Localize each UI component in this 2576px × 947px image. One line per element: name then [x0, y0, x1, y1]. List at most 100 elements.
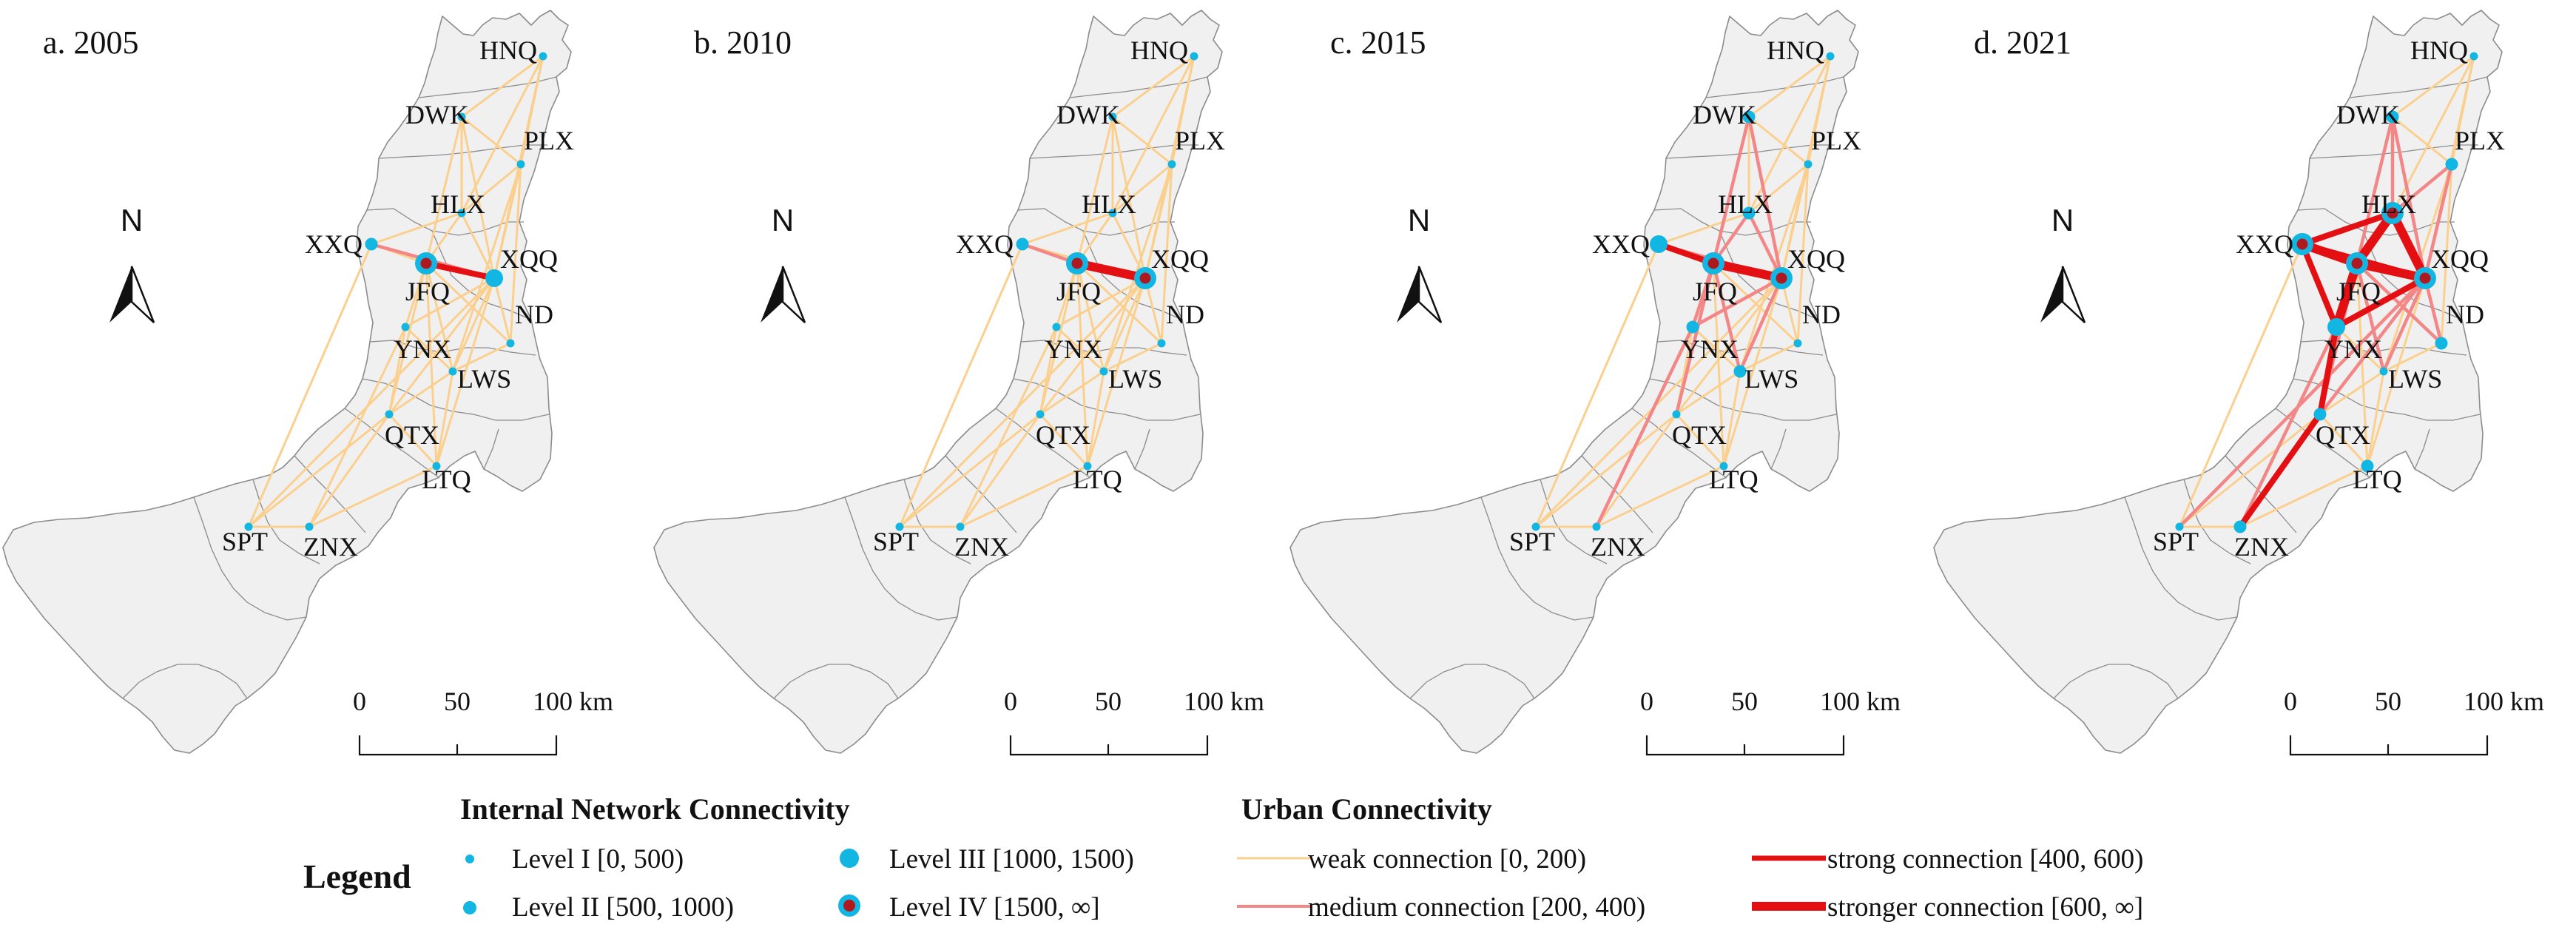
town-label-dwk: DWK — [405, 100, 469, 129]
connection-lws-nd — [451, 342, 512, 373]
connection-plx-lws — [451, 163, 522, 373]
connection-xxq-spt — [2178, 243, 2304, 528]
connection-xqq-ynx — [2333, 275, 2428, 330]
town-label-hlx: HLX — [2361, 189, 2416, 219]
town-label-lws: LWS — [457, 364, 511, 394]
town-label-xxq: XXQ — [305, 229, 363, 259]
town-label-hnq: HNQ — [479, 36, 537, 65]
panel-title: c. 2015 — [1330, 24, 1426, 61]
connection-jfq-ltq — [1712, 262, 1725, 468]
connection-lws-nd — [1739, 342, 1799, 373]
connection-dwk-jfq — [1076, 115, 1114, 265]
connection-xxq-ynx — [2299, 241, 2339, 330]
connection-ynx-znx — [308, 326, 407, 528]
scale-bar: 0 50 100 km — [1640, 687, 1901, 756]
connection-lws-qtx — [1039, 370, 1105, 416]
scale-label: 100 km — [1820, 687, 1901, 716]
county-border — [1409, 664, 1535, 699]
county-border — [1581, 455, 1653, 533]
connection-xqq-qtx — [388, 277, 496, 416]
node-znx — [305, 522, 314, 531]
legend-level-1-icon — [465, 855, 474, 863]
scale-label: 100 km — [1184, 687, 1264, 716]
town-label-spt: SPT — [1509, 527, 1555, 556]
connection-xqq-qtx — [1675, 277, 1783, 416]
map-panel-2: HNQ DWK PLX HLX XXQ JFQ XQQ ND YNX LWS QTX LTQ SPT ZN… — [651, 0, 1295, 784]
study-region — [2, 10, 572, 754]
map-panel-3: HNQ DWK PLX HLX XXQ JFQ XQQ ND YNX LWS QTX LTQ SPT ZN… — [1287, 0, 1931, 784]
connection-qtx-ltq — [1039, 413, 1089, 468]
town-label-nd: ND — [1802, 300, 1841, 329]
node-core-xqq — [1776, 272, 1787, 284]
town-label-plx: PLX — [1175, 126, 1225, 155]
node-core-hlx — [2387, 207, 2398, 219]
scale-label: 0 — [2284, 687, 2297, 716]
study-region — [1289, 10, 1859, 754]
town-label-ltq: LTQ — [2353, 465, 2402, 494]
connection-xqq-spt — [247, 277, 496, 528]
node-ltq — [2361, 459, 2374, 473]
town-label-xxq: XXQ — [1592, 229, 1650, 259]
connection-xxq-spt — [1534, 243, 1660, 528]
connection-dwk-xqq — [1747, 115, 1784, 280]
town-label-xqq: XQQ — [2431, 244, 2489, 274]
connection-dwk-plx — [460, 115, 522, 166]
county-border — [431, 230, 532, 320]
node-spt — [1531, 522, 1540, 531]
connection-lws-qtx — [388, 370, 454, 416]
node-core-jfq — [2351, 257, 2363, 269]
node-nd — [1793, 339, 1802, 348]
connection-qtx-znx — [1595, 413, 1678, 528]
node-spt — [244, 522, 253, 531]
connection-xqq-nd — [2423, 276, 2444, 346]
connection-jfq-ltq — [425, 262, 438, 468]
map-panel-1: HNQ DWK PLX HLX XXQ JFQ XQQ ND YNX LWS QTX LTQ SPT ZN… — [0, 0, 644, 784]
scale-label: 0 — [1004, 687, 1017, 716]
county-border — [2053, 664, 2179, 699]
scale-label: 100 km — [2464, 687, 2544, 716]
legend-strong-label: strong connection [400, 600) — [1827, 844, 2144, 874]
connection-jfq-lws — [425, 262, 454, 373]
north-label: N — [2051, 203, 2074, 237]
connection-jfq-xqq — [1709, 259, 1786, 283]
legend-stronger-line-icon — [1752, 902, 1826, 911]
connection-hnq-dwk — [1747, 55, 1832, 118]
connection-plx-xqq — [2423, 162, 2454, 280]
legend-stronger-label: stronger connection [600, ∞] — [1827, 892, 2144, 923]
connection-lws-ltq — [2366, 370, 2385, 468]
connection-lws-qtx — [1675, 370, 1742, 416]
town-label-nd: ND — [515, 300, 553, 329]
town-label-xxq: XXQ — [956, 229, 1014, 259]
node-ynx — [2327, 318, 2345, 336]
connection-dwk-xqq — [1111, 115, 1147, 280]
node-ltq — [1083, 462, 1092, 471]
connection-ynx-lws — [2335, 326, 2385, 373]
connection-plx-lws — [1102, 163, 1173, 373]
node-qtx — [1036, 410, 1045, 419]
connection-xqq-ltq — [1722, 277, 1783, 468]
node-hnq — [1826, 52, 1835, 61]
node-lws — [448, 367, 457, 376]
scale-bar: 0 50 100 km — [353, 687, 613, 756]
connection-xqq-spt — [898, 277, 1147, 528]
node-ltq — [1719, 462, 1728, 471]
connection-lws-nd — [2382, 342, 2443, 373]
legend-level-4-icon — [838, 894, 860, 917]
connection-jfq-qtx — [1674, 261, 1716, 417]
connection-lws-ltq — [1722, 370, 1742, 468]
scale-label: 0 — [353, 687, 366, 716]
node-plx — [1804, 160, 1813, 169]
node-ynx — [401, 323, 410, 331]
town-label-qtx: QTX — [1036, 420, 1090, 450]
town-label-hnq: HNQ — [1130, 36, 1188, 65]
town-label-jfq: JFQ — [2336, 277, 2381, 306]
panel-title: a. 2005 — [43, 24, 139, 61]
node-znx — [1592, 522, 1601, 531]
connection-ynx-znx — [1594, 325, 1695, 529]
connection-jfq-xqq — [2353, 259, 2430, 283]
scale-label: 50 — [444, 687, 471, 716]
panel-title: d. 2021 — [1974, 24, 2071, 61]
north-arrow-icon: N — [2040, 203, 2086, 323]
node-znx — [2233, 520, 2247, 533]
